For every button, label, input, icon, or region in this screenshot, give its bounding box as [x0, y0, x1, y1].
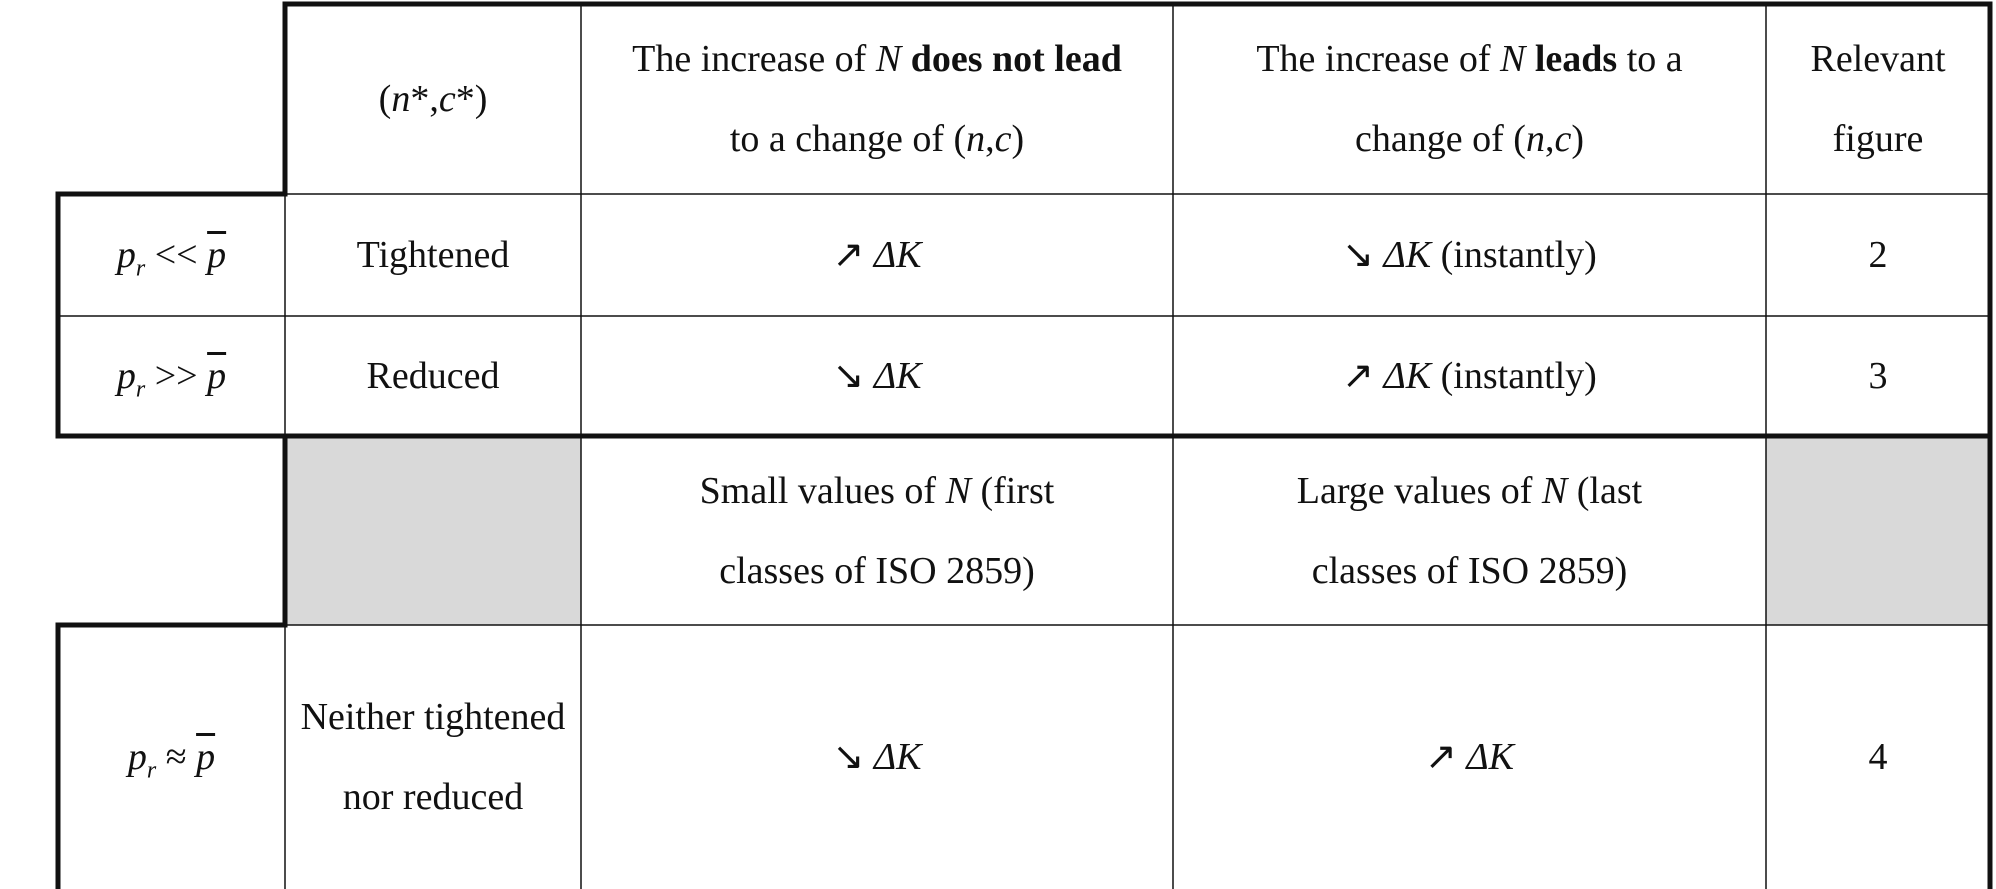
text: ↘	[1342, 234, 1384, 276]
text: 2	[1868, 234, 1888, 276]
text: ΔK	[1466, 736, 1514, 778]
text: ↘	[832, 355, 874, 397]
text: n	[1525, 118, 1545, 160]
text: Neither tightened nor reduced	[300, 696, 575, 818]
text: p	[207, 355, 227, 397]
cell: Small values of N (first classes of ISO …	[581, 436, 1173, 625]
text: )	[1011, 118, 1025, 160]
text: Reduced	[366, 355, 500, 397]
text: N	[875, 38, 902, 80]
text: N	[1541, 469, 1568, 512]
header-cell: (n*,c*)	[285, 4, 581, 194]
thin-borders	[58, 4, 1990, 889]
text: The increase of	[632, 38, 876, 80]
cell: 4	[1766, 625, 1990, 889]
text: 3	[1868, 355, 1888, 397]
text: The increase of	[1256, 38, 1501, 80]
text: n	[966, 118, 986, 160]
text: 4	[1868, 736, 1888, 778]
cell: 2	[1766, 194, 1990, 316]
row-header: pr << p	[58, 194, 285, 316]
text: c	[1554, 118, 1572, 160]
text: to a change of (	[1355, 38, 1693, 160]
text: ΔK	[873, 355, 922, 397]
cell: Large values of N (last classes of ISO 2…	[1173, 436, 1766, 625]
text: N	[1500, 38, 1526, 80]
text: leads	[1525, 38, 1618, 80]
text: (last classes of ISO 2859)	[1311, 469, 1652, 592]
text: <<	[145, 234, 208, 276]
text: ↗	[1342, 355, 1384, 397]
text: ↗	[832, 234, 874, 276]
text: ΔK	[873, 234, 922, 276]
text: ,	[985, 118, 995, 160]
text: p	[196, 736, 216, 778]
cell: ↗ ΔK	[1173, 625, 1766, 889]
cell: Tightened	[285, 194, 581, 316]
text: Small values of	[699, 469, 946, 512]
header-cell: The increase of N leads to a change of (…	[1173, 4, 1766, 194]
text: p	[116, 355, 136, 397]
text: r	[146, 757, 157, 784]
text: Large values of	[1296, 469, 1542, 512]
text: c	[994, 118, 1012, 160]
text: ≈	[156, 736, 197, 778]
text: ΔK	[873, 736, 922, 778]
text: p	[116, 234, 136, 276]
text: >>	[145, 355, 208, 397]
cell: ↘ ΔK (instantly)	[1173, 194, 1766, 316]
row-header: pr >> p	[58, 316, 285, 436]
text: p	[207, 234, 227, 276]
text: (instantly)	[1431, 234, 1597, 276]
text: (first classes of ISO 2859)	[719, 469, 1064, 592]
gray-cell	[1766, 436, 1990, 625]
header-cell: Relevant figure	[1766, 4, 1990, 194]
text: Relevant figure	[1810, 38, 1956, 160]
cell: 3	[1766, 316, 1990, 436]
text: to a change of (	[729, 38, 1132, 160]
text: N	[945, 469, 971, 512]
text: ΔK	[1383, 355, 1432, 397]
text: r	[135, 376, 146, 403]
gray-cell	[285, 436, 581, 625]
text: ,	[1544, 118, 1555, 160]
text: r	[135, 255, 146, 282]
text: c	[438, 78, 456, 120]
text: ΔK	[1383, 234, 1432, 276]
text: ↘	[832, 736, 874, 778]
text: (instantly)	[1431, 355, 1597, 397]
cell: Reduced	[285, 316, 581, 436]
text: )	[1571, 118, 1584, 160]
text: (	[378, 78, 392, 120]
cell: ↘ ΔK	[581, 625, 1173, 889]
text: *)	[455, 78, 488, 120]
text: Tightened	[356, 234, 510, 276]
cell: Neither tightened nor reduced	[285, 625, 581, 889]
text: does not lead	[901, 38, 1122, 80]
row-header: pr ≈ p	[58, 625, 285, 889]
thick-borders	[55, 1, 1993, 889]
text: p	[127, 736, 147, 778]
cell: ↗ ΔK (instantly)	[1173, 316, 1766, 436]
header-cell: The increase of N does not lead to a cha…	[581, 4, 1173, 194]
text: *,	[410, 78, 439, 120]
text: ↗	[1425, 736, 1467, 778]
text: n	[391, 78, 411, 120]
cell: ↘ ΔK	[581, 316, 1173, 436]
cell: ↗ ΔK	[581, 194, 1173, 316]
